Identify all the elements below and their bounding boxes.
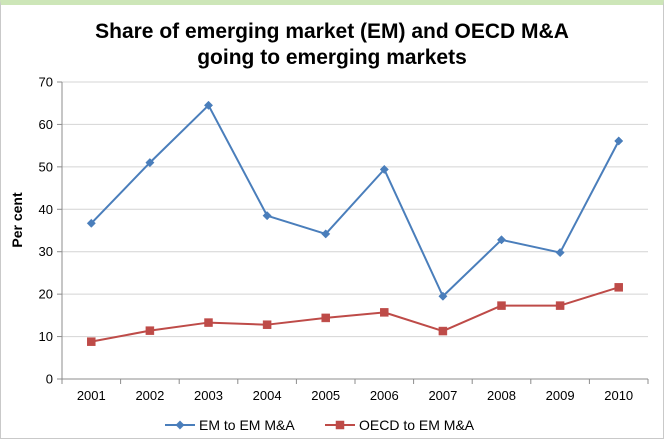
point-em-to-em-m-a-2009 [555,248,565,258]
point-oecd-to-em-m-a-2008 [497,301,506,310]
chart-title-line-2: going to emerging markets [197,46,467,69]
y-tick-label-40: 40 [39,202,53,217]
y-tick-label-50: 50 [39,159,53,174]
y-axis-label: Per cent [9,192,25,248]
point-oecd-to-em-m-a-2005 [321,313,330,323]
x-tick-label-2003: 2003 [194,388,223,403]
point-em-to-em-m-a-2001 [86,218,96,228]
point-oecd-to-em-m-a-2010 [614,283,623,292]
legend-marker-em-to-em-m-a [175,420,185,430]
x-tick-label-2010: 2010 [604,388,633,403]
y-tick-label-70: 70 [39,75,53,90]
point-em-to-em-m-a-2004 [262,211,272,221]
series-line-em-to-em-m-a [90,104,620,298]
point-em-to-em-m-a-2005 [321,229,331,239]
x-tick-label-2001: 2001 [77,388,106,403]
series-line-oecd-to-em-m-a [91,286,619,343]
x-tick-label-2005: 2005 [311,388,340,403]
series-layer [86,100,624,346]
y-tick-label-10: 10 [39,329,53,344]
y-tick-label-0: 0 [46,372,53,387]
x-tick-label-2006: 2006 [370,388,399,403]
x-tick-label-2002: 2002 [135,388,164,403]
legend-label-oecd-to-em-m-a: OECD to EM M&A [359,417,475,433]
point-em-to-em-m-a-2006 [379,164,389,174]
y-tick-label-30: 30 [39,244,53,259]
x-tick-label-2007: 2007 [428,388,457,403]
y-tick-label-20: 20 [39,287,53,302]
point-oecd-to-em-m-a-2002 [145,326,155,335]
point-em-to-em-m-a-2008 [496,235,507,245]
point-em-to-em-m-a-2002 [145,158,155,168]
x-tick-label-2009: 2009 [546,388,575,403]
legend: EM to EM M&A OECD to EM M&A [165,417,475,433]
axes: 0 10 20 30 40 50 60 70 2001 2002 2003 2004 2005 2006 2… [39,75,649,403]
chart-title-line-1: Share of emerging market (EM) and OECD M… [95,20,569,43]
legend-marker-oecd-to-em-m-a [335,420,345,430]
legend-label-em-to-em-m-a: EM to EM M&A [199,417,295,433]
point-oecd-to-em-m-a-2004 [262,320,272,329]
y-tick-label-60: 60 [39,117,53,132]
x-tick-label-2008: 2008 [487,388,516,403]
point-oecd-to-em-m-a-2001 [87,337,96,346]
gridlines [62,81,648,338]
point-oecd-to-em-m-a-2009 [555,301,565,310]
point-em-to-em-m-a-2007 [438,291,448,301]
point-oecd-to-em-m-a-2007 [438,326,448,336]
point-em-to-em-m-a-2010 [614,136,624,146]
point-oecd-to-em-m-a-2006 [380,308,389,317]
x-tick-label-2004: 2004 [253,388,282,403]
point-em-to-em-m-a-2003 [203,100,214,110]
point-oecd-to-em-m-a-2003 [204,318,213,327]
